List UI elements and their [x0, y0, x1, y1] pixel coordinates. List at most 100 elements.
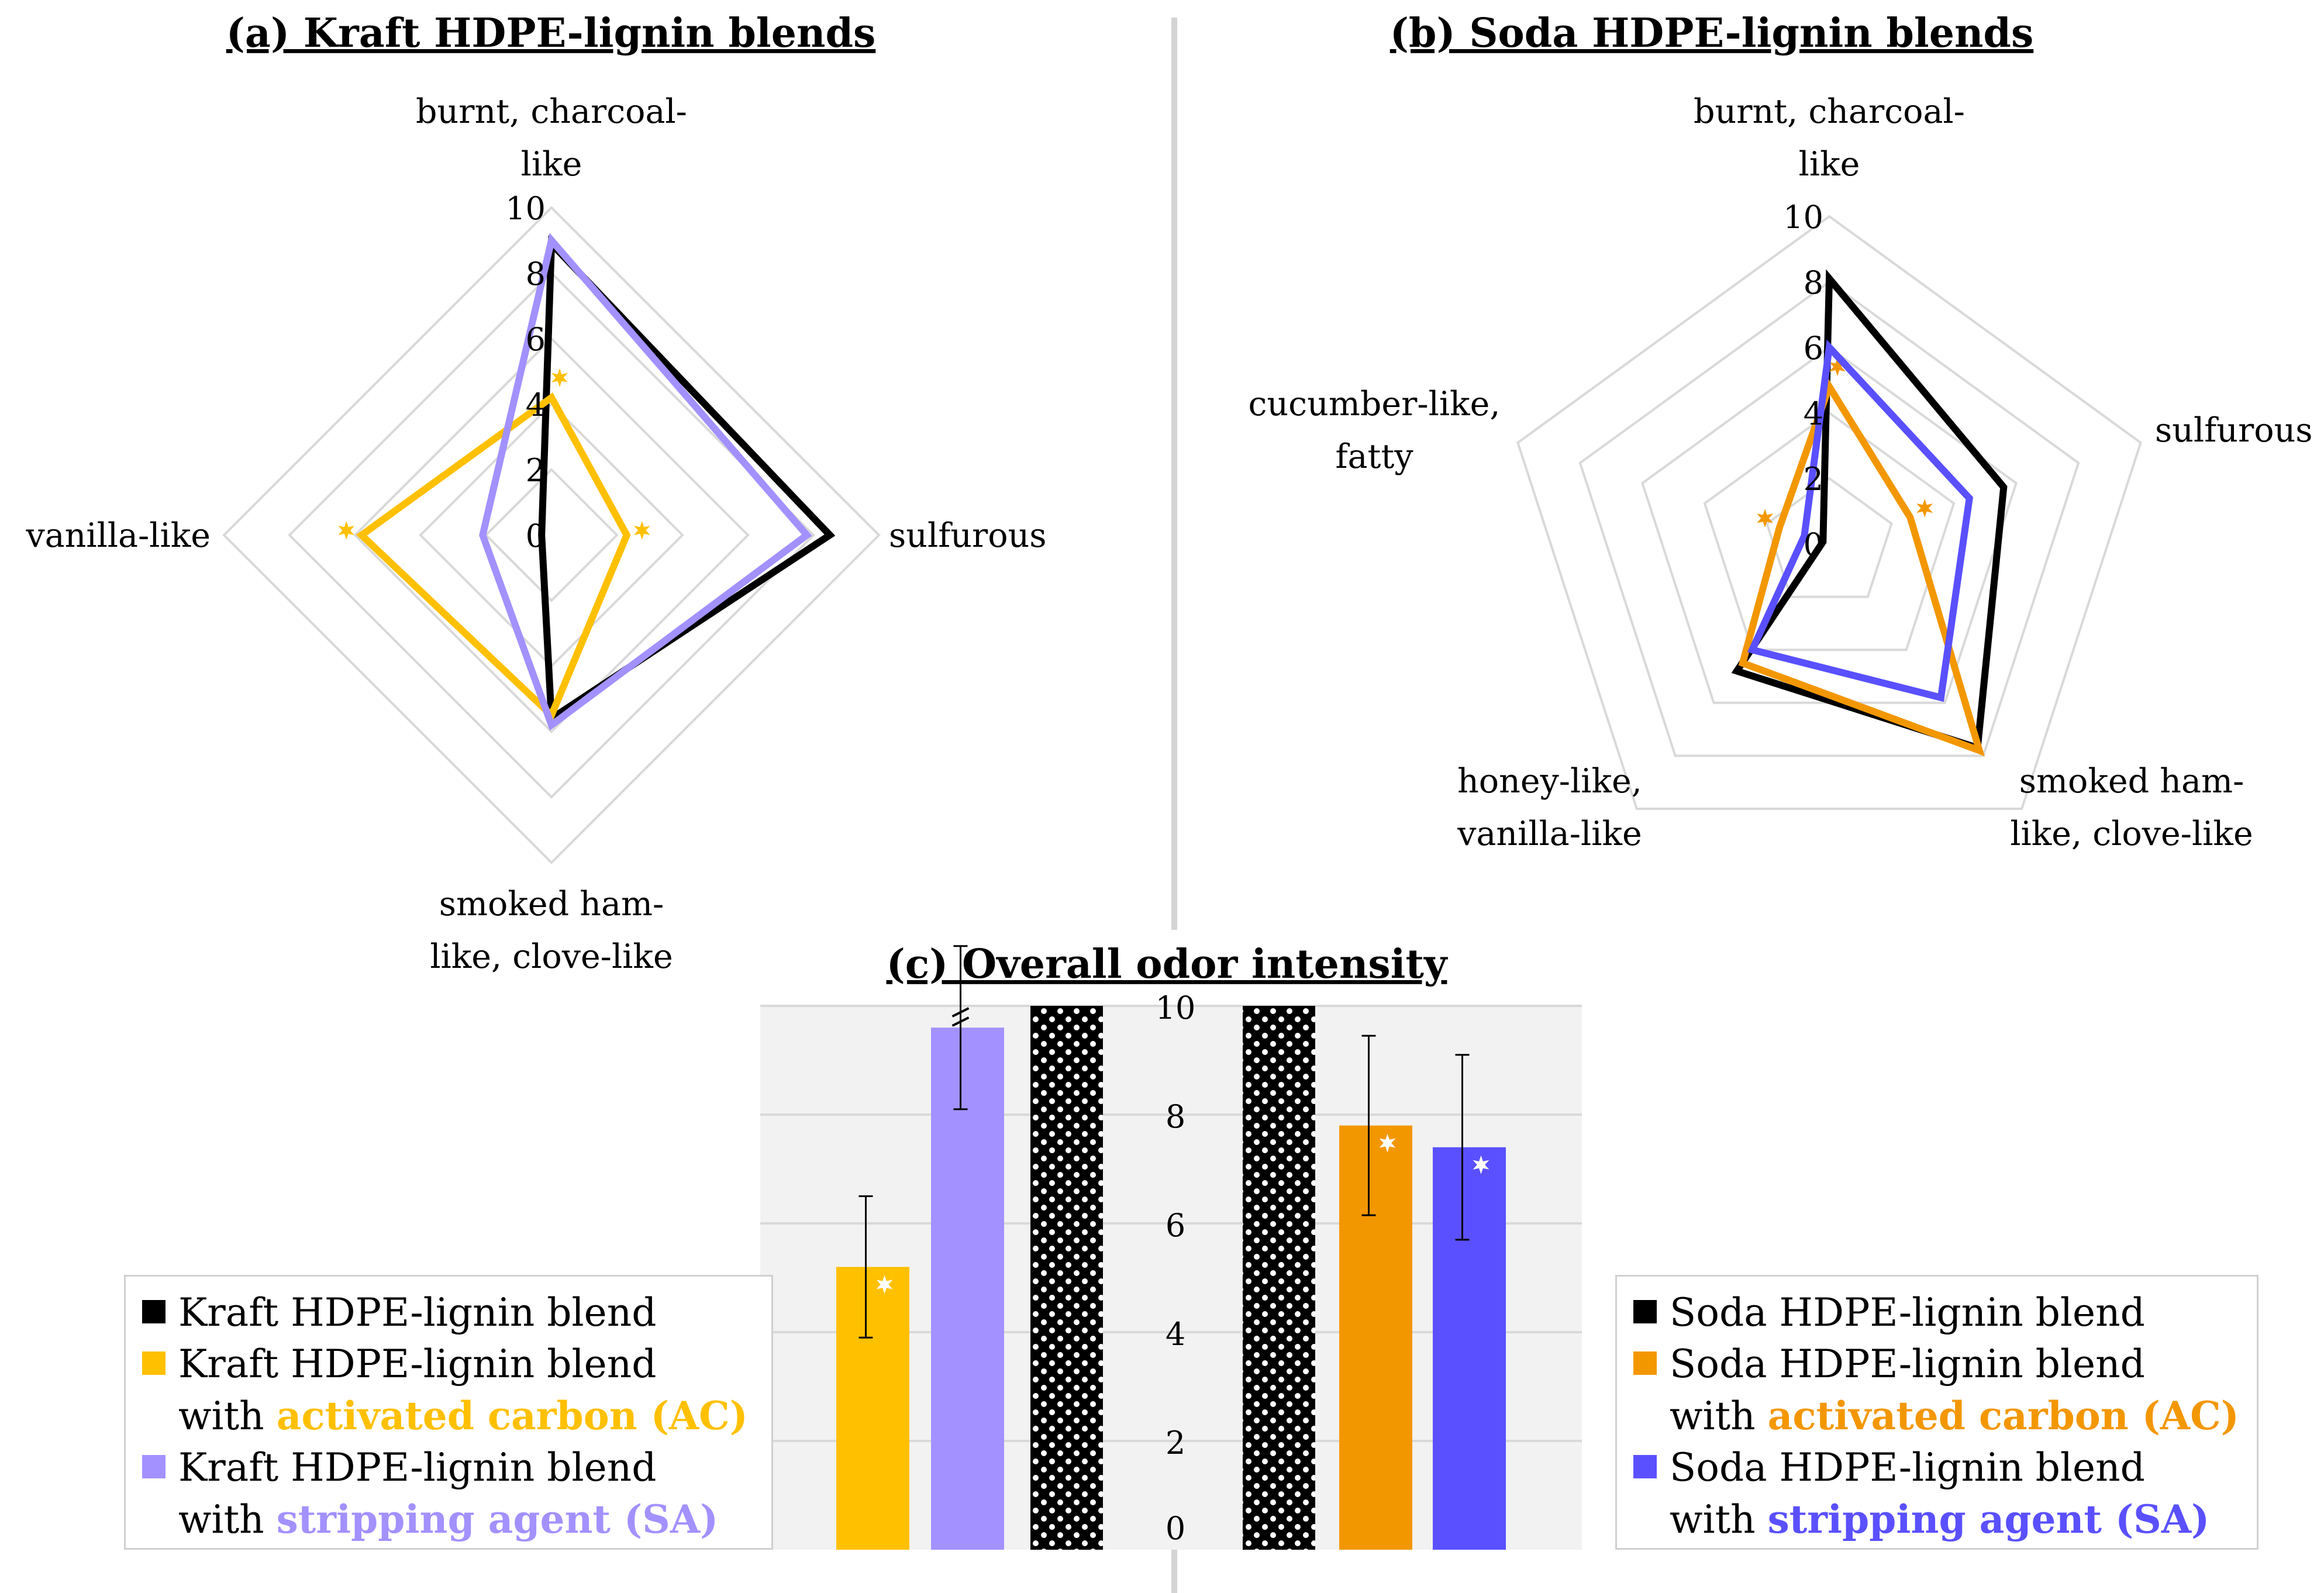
legend-item-soda-blend: Soda HDPE-lignin blend: [1633, 1287, 2240, 1339]
legend-kraft: Kraft HDPE-lignin blend Kraft HDPE-ligni…: [124, 1275, 773, 1550]
legend-swatch: [142, 1300, 165, 1323]
y-tick-label: 0: [1166, 1510, 1185, 1547]
legend-label-prefix: with: [178, 1394, 277, 1439]
radar-axis-label-line: burnt, charcoal-: [1694, 92, 1965, 131]
legend-item-kraft-sa: Kraft HDPE-lignin blend with stripping a…: [142, 1442, 755, 1546]
radar-axis-label-line: like, clove-like: [2010, 815, 2253, 853]
bar-soda-2: [1433, 1147, 1506, 1550]
legend-label: Soda HDPE-lignin blend: [1670, 1445, 2145, 1490]
radar-gridline: [222, 206, 881, 864]
significance-marker: [876, 1275, 893, 1294]
legend-swatch: [142, 1455, 165, 1478]
panel-a-title: (a) Kraft HDPE-lignin blends: [226, 10, 876, 57]
y-tick-label: 2: [1166, 1425, 1185, 1461]
axis-break-mark: [951, 1007, 970, 1018]
bar-chart-overall-intensity: 0 2 4 6 8 10: [760, 945, 1582, 1550]
legend-soda: Soda HDPE-lignin blend Soda HDPE-lignin …: [1615, 1275, 2259, 1550]
legend-swatch: [142, 1351, 165, 1375]
legend-label-highlight: activated carbon (AC): [1767, 1393, 2239, 1439]
radar-chart-soda: 0 2 4 6 8 10 burnt, charcoal-like sulfurous smok…: [1249, 92, 2313, 853]
radar-tick-label: 6: [1804, 330, 1823, 367]
radar-axis-label: smoked ham-like, clove-like: [430, 885, 673, 976]
radar-gridline: [1516, 215, 2142, 810]
legend-label-prefix: with: [1670, 1497, 1768, 1542]
radar-axis-label: honey-like, vanilla-like: [1457, 762, 1642, 853]
radar-series-0: [538, 235, 836, 725]
legend-item-kraft-blend: Kraft HDPE-lignin blend: [142, 1287, 755, 1339]
radar-chart-kraft: 0 2 4 6 8 10 burnt, charcoal-like sulfurous smok…: [25, 92, 1046, 976]
radar-gridline: [484, 468, 619, 602]
radar-tick-label: 4: [1804, 395, 1823, 432]
legend-item-kraft-ac: Kraft HDPE-lignin blend with activated c…: [142, 1339, 755, 1442]
radar-gridline: [1703, 411, 1956, 651]
radar-axis-label-line: burnt, charcoal-: [416, 92, 687, 131]
radar-axis-label-line: like: [1799, 145, 1860, 184]
radar-tick-label: 10: [505, 190, 546, 227]
legend-label: Kraft HDPE-lignin blend: [178, 1290, 657, 1335]
bar-dotted-kraft: [1030, 1006, 1103, 1550]
radar-axis-label: sulfurous: [889, 516, 1047, 555]
radar-tick-label: 0: [1804, 526, 1823, 563]
significance-marker: [1829, 357, 1846, 377]
legend-item-soda-sa: Soda HDPE-lignin blend with stripping ag…: [1633, 1442, 2240, 1546]
legend-label-highlight: activated carbon (AC): [276, 1393, 748, 1439]
radar-axis-label-line: like, clove-like: [430, 937, 673, 976]
legend-label: Kraft HDPE-lignin blend: [178, 1445, 657, 1490]
significance-marker: [1379, 1133, 1396, 1153]
significance-marker: [338, 521, 355, 540]
y-tick-label: 4: [1166, 1316, 1185, 1353]
radar-axis-label: burnt, charcoal-like: [416, 92, 687, 184]
radar-axis-label-line: sulfurous: [889, 516, 1047, 555]
radar-series-1: [356, 392, 631, 722]
radar-axis-label-line: vanilla-like: [25, 516, 211, 555]
panel-c-title: (c) Overall odor intensity: [887, 941, 1449, 988]
radar-gridline: [1578, 280, 2080, 757]
radar-axis-label-line: sulfurous: [2155, 411, 2313, 450]
radar-axis-label-line: honey-like,: [1457, 762, 1642, 801]
radar-axis-label-line: smoked ham-: [2019, 762, 2244, 801]
radar-tick-label: 2: [1804, 461, 1823, 498]
legend-label: Kraft HDPE-lignin blend: [178, 1342, 657, 1387]
radar-axis-label: cucumber-like, fatty: [1249, 385, 1501, 476]
legend-swatch: [1633, 1300, 1657, 1323]
significance-marker: [1916, 499, 1933, 518]
radar-tick-label: 4: [526, 387, 546, 423]
legend-label: Soda HDPE-lignin blend: [1670, 1342, 2145, 1387]
radar-tick-label: 0: [526, 518, 546, 554]
y-tick-label: 10: [1156, 989, 1196, 1026]
radar-gridline: [353, 337, 750, 733]
radar-axis-label-line: smoked ham-: [439, 885, 664, 923]
radar-series-2: [1747, 339, 1974, 702]
bar-kraft-1: [836, 1267, 909, 1550]
radar-tick-label: 2: [526, 452, 546, 489]
y-tick-label: 8: [1166, 1098, 1185, 1135]
legend-label-highlight: stripping agent (SA): [1767, 1497, 2210, 1542]
radar-axis-label: sulfurous: [2155, 411, 2313, 450]
y-tick-label: 6: [1166, 1207, 1185, 1244]
radar-axis-label-line: cucumber-like,: [1249, 385, 1501, 423]
radar-axis-label-line: vanilla-like: [1457, 815, 1642, 853]
significance-marker: [1757, 509, 1773, 528]
legend-label-highlight: stripping agent (SA): [276, 1497, 719, 1542]
bar-soda-1: [1339, 1125, 1412, 1550]
significance-marker: [633, 521, 650, 540]
radar-series-0: [1731, 269, 2008, 753]
radar-axis-label: burnt, charcoal-like: [1694, 92, 1965, 184]
radar-tick-label: 8: [1804, 264, 1823, 301]
radar-axis-label-line: fatty: [1335, 437, 1413, 476]
legend-swatch: [1633, 1455, 1657, 1478]
significance-marker: [1473, 1155, 1489, 1174]
bar-kraft-2: [931, 1027, 1004, 1550]
legend-swatch: [1633, 1351, 1657, 1375]
radar-gridline: [288, 271, 815, 799]
panel-b-title: (b) Soda HDPE-lignin blends: [1390, 10, 2033, 57]
axis-break-mark: [951, 1016, 970, 1027]
radar-axis-label: vanilla-like: [25, 516, 211, 555]
radar-series-1: [1738, 378, 1985, 757]
legend-label-prefix: with: [178, 1497, 277, 1542]
radar-gridline: [1766, 477, 1893, 598]
significance-marker: [551, 368, 568, 387]
radar-axis-label-line: like: [521, 145, 582, 184]
radar-tick-label: 6: [526, 321, 546, 358]
